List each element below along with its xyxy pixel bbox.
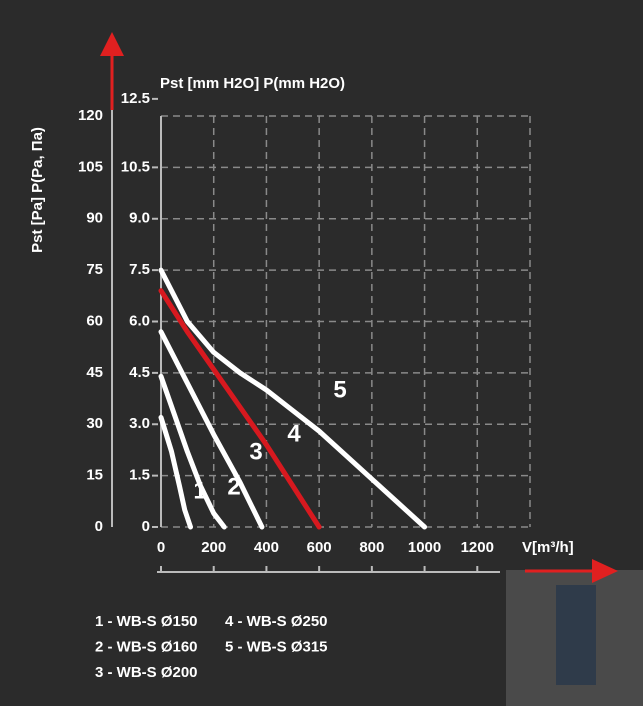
y2-tick-label: 0 [142, 518, 150, 535]
y-tick-label: 0 [95, 518, 103, 535]
watermark-shape [556, 585, 596, 685]
curve [158, 373, 227, 530]
y-axis-label: Pst [Pa] P(Pa, Па) [29, 127, 46, 253]
legend-entry: 3 - WB-S Ø200 [95, 664, 198, 681]
y2-tick-label: 4.5 [129, 364, 150, 381]
x-tick-label: 800 [359, 539, 384, 556]
y-arrow-head [100, 32, 124, 56]
x-tick-label: 1000 [408, 539, 441, 556]
curve-label: 1 [193, 477, 206, 504]
x-tick-label: 1200 [461, 539, 494, 556]
x-tick-label: 400 [254, 539, 279, 556]
y2-tick-label: 6.0 [129, 312, 150, 329]
y-tick-label: 90 [86, 210, 103, 227]
y2-tick-label: 9.0 [129, 210, 150, 227]
y-tick-label: 15 [86, 467, 103, 484]
legend-entry: 1 - WB-S Ø150 [95, 613, 198, 630]
y-tick-label: 30 [86, 415, 103, 432]
curve [158, 414, 194, 530]
y-tick-label: 105 [78, 158, 103, 175]
y2-tick-label: 7.5 [129, 261, 150, 278]
y2-tick-label: 1.5 [129, 467, 150, 484]
x-tick-label: 600 [307, 539, 332, 556]
curve-label: 3 [249, 438, 262, 465]
y2-tick-label: 3.0 [129, 415, 150, 432]
curve [158, 267, 428, 530]
y-tick-label: 60 [86, 312, 103, 329]
legend-entry: 4 - WB-S Ø250 [225, 613, 328, 630]
curve [158, 288, 322, 530]
y2-tick-label: 10.5 [121, 158, 150, 175]
y-tick-label: 120 [78, 107, 103, 124]
x-tick-label: 200 [201, 539, 226, 556]
x-arrow-head [592, 559, 618, 583]
curve [158, 329, 265, 530]
legend-entry: 2 - WB-S Ø160 [95, 638, 198, 655]
y-tick-label: 75 [86, 261, 103, 278]
curve-label: 4 [287, 420, 301, 447]
legend-entry: 5 - WB-S Ø315 [225, 638, 328, 655]
y2-tick-label: 12.5 [121, 90, 150, 107]
curve-label: 5 [333, 376, 346, 403]
x-axis-label: V[m³/h] [522, 539, 574, 556]
y2-axis-label: Pst [mm H2O] P(mm H2O) [160, 75, 345, 92]
y-tick-label: 45 [86, 364, 103, 381]
x-tick-label: 0 [157, 539, 165, 556]
